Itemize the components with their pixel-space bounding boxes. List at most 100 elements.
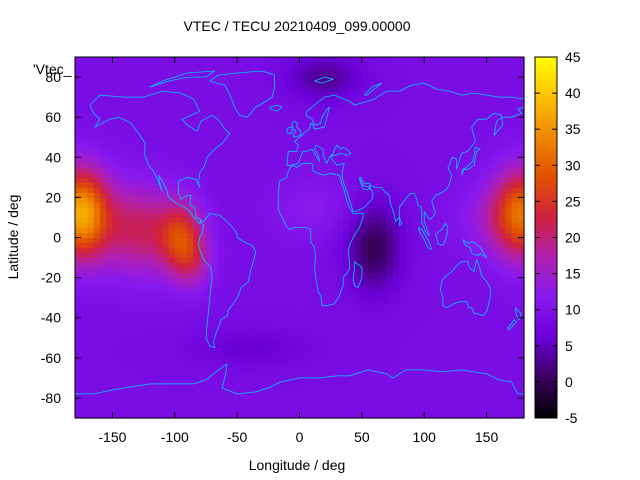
heatmap-cell (417, 367, 425, 374)
heatmap-cell (181, 137, 188, 143)
heatmap-cell (75, 407, 82, 414)
heatmap-cell (461, 212, 469, 219)
heatmap-cell (311, 157, 319, 163)
heatmap-cell (287, 307, 294, 314)
heatmap-cell (124, 267, 132, 274)
heatmap-cell (81, 87, 89, 93)
heatmap-cell (106, 222, 114, 229)
heatmap-cell (174, 122, 182, 128)
heatmap-cell (268, 192, 276, 198)
heatmap-cell (280, 167, 288, 173)
heatmap-cell (124, 182, 132, 188)
heatmap-cell (318, 202, 326, 209)
heatmap-cell (249, 247, 257, 254)
heatmap-cell (467, 322, 475, 329)
heatmap-cell (237, 92, 244, 98)
heatmap-cell (255, 122, 263, 128)
heatmap-cell (75, 137, 82, 143)
heatmap-cell (218, 132, 226, 138)
heatmap-cell (118, 132, 126, 138)
heatmap-cell (187, 352, 195, 359)
heatmap-cell (311, 227, 319, 234)
heatmap-cell (280, 382, 288, 389)
heatmap-cell (399, 292, 407, 299)
heatmap-cell (249, 282, 257, 289)
heatmap-cell (131, 187, 138, 193)
heatmap-cell (156, 262, 163, 269)
heatmap-cell (461, 377, 469, 384)
heatmap-cell (293, 97, 301, 103)
heatmap-cell (467, 262, 475, 269)
heatmap-cell (293, 322, 301, 329)
heatmap-cell (293, 227, 301, 234)
heatmap-cell (156, 387, 163, 394)
heatmap-cell (411, 77, 419, 83)
heatmap-cell (187, 372, 195, 379)
heatmap-cell (442, 62, 450, 68)
heatmap-cell (255, 182, 263, 188)
heatmap-cell (156, 117, 163, 123)
heatmap-cell (492, 197, 500, 203)
heatmap-cell (486, 82, 494, 88)
heatmap-cell (156, 237, 163, 244)
heatmap-cell (149, 367, 157, 374)
heatmap-cell (424, 272, 432, 279)
heatmap-cell (162, 177, 170, 183)
heatmap-cell (480, 372, 488, 379)
heatmap-cell (399, 62, 407, 68)
heatmap-cell (442, 397, 450, 404)
heatmap-cell (224, 87, 232, 93)
heatmap-cell (499, 67, 506, 73)
heatmap-cell (237, 347, 244, 354)
heatmap-cell (168, 202, 176, 209)
heatmap-cell (411, 62, 419, 68)
heatmap-cell (212, 187, 220, 193)
heatmap-cell (93, 132, 101, 138)
heatmap-cell (324, 347, 332, 354)
heatmap-cell (174, 352, 182, 359)
heatmap-cell (81, 162, 89, 168)
heatmap-cell (349, 167, 357, 173)
heatmap-cell (93, 337, 101, 344)
heatmap-cell (374, 62, 382, 68)
heatmap-cell (143, 402, 151, 409)
heatmap-cell (336, 62, 344, 68)
heatmap-cell (268, 132, 276, 138)
heatmap-cell (336, 352, 344, 359)
heatmap-cell (156, 112, 163, 118)
heatmap-cell (343, 162, 350, 168)
heatmap-cell (393, 137, 400, 143)
heatmap-cell (336, 127, 344, 133)
heatmap-cell (237, 122, 244, 128)
heatmap-cell (424, 287, 432, 294)
heatmap-cell (480, 72, 488, 78)
heatmap-cell (386, 262, 394, 269)
heatmap-cell (255, 307, 263, 314)
heatmap-cell (255, 72, 263, 78)
heatmap-cell (393, 112, 400, 118)
heatmap-cell (368, 277, 375, 284)
heatmap-cell (131, 182, 138, 188)
heatmap-cell (124, 397, 132, 404)
heatmap-cell (424, 97, 432, 103)
heatmap-cell (461, 57, 469, 63)
heatmap-cell (505, 297, 513, 304)
heatmap-cell (243, 377, 251, 384)
heatmap-cell (424, 217, 432, 224)
heatmap-cell (193, 362, 201, 369)
heatmap-cell (293, 317, 301, 324)
heatmap-cell (405, 147, 413, 153)
heatmap-cell (187, 412, 195, 419)
heatmap-cell (174, 67, 182, 73)
heatmap-cell (87, 132, 95, 138)
heatmap-cell (442, 262, 450, 269)
heatmap-cell (355, 192, 363, 198)
heatmap-cell (87, 187, 95, 193)
heatmap-cell (486, 122, 494, 128)
heatmap-cell (112, 277, 120, 284)
heatmap-cell (311, 182, 319, 188)
heatmap-cell (255, 137, 263, 143)
heatmap-cell (374, 107, 382, 113)
heatmap-cell (305, 352, 313, 359)
heatmap-cell (405, 72, 413, 78)
